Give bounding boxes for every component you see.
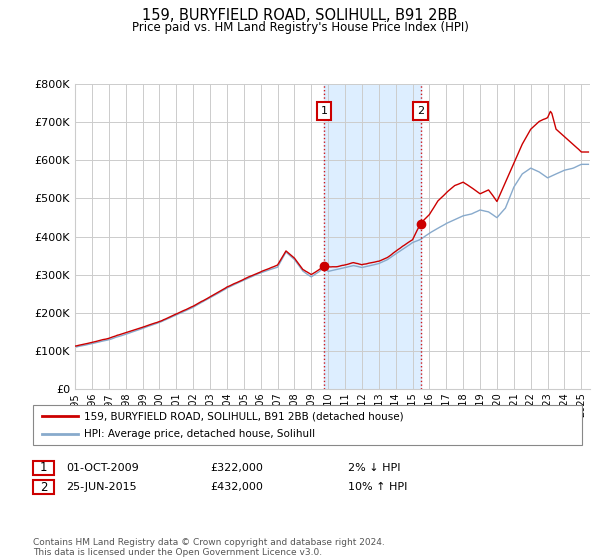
Text: 159, BURYFIELD ROAD, SOLIHULL, B91 2BB: 159, BURYFIELD ROAD, SOLIHULL, B91 2BB xyxy=(142,8,458,24)
Text: £432,000: £432,000 xyxy=(210,482,263,492)
Text: 10% ↑ HPI: 10% ↑ HPI xyxy=(348,482,407,492)
Text: 25-JUN-2015: 25-JUN-2015 xyxy=(66,482,137,492)
Bar xyxy=(324,84,421,389)
Text: 2% ↓ HPI: 2% ↓ HPI xyxy=(348,463,401,473)
Text: £322,000: £322,000 xyxy=(210,463,263,473)
Text: 1: 1 xyxy=(320,106,328,116)
Text: 2: 2 xyxy=(40,480,47,494)
Text: 159, BURYFIELD ROAD, SOLIHULL, B91 2BB (detached house): 159, BURYFIELD ROAD, SOLIHULL, B91 2BB (… xyxy=(84,411,404,421)
Text: Contains HM Land Registry data © Crown copyright and database right 2024.
This d: Contains HM Land Registry data © Crown c… xyxy=(33,538,385,557)
Text: 1: 1 xyxy=(40,461,47,474)
Text: Price paid vs. HM Land Registry's House Price Index (HPI): Price paid vs. HM Land Registry's House … xyxy=(131,21,469,34)
Text: 01-OCT-2009: 01-OCT-2009 xyxy=(66,463,139,473)
Text: 2: 2 xyxy=(417,106,424,116)
Text: HPI: Average price, detached house, Solihull: HPI: Average price, detached house, Soli… xyxy=(84,429,315,439)
